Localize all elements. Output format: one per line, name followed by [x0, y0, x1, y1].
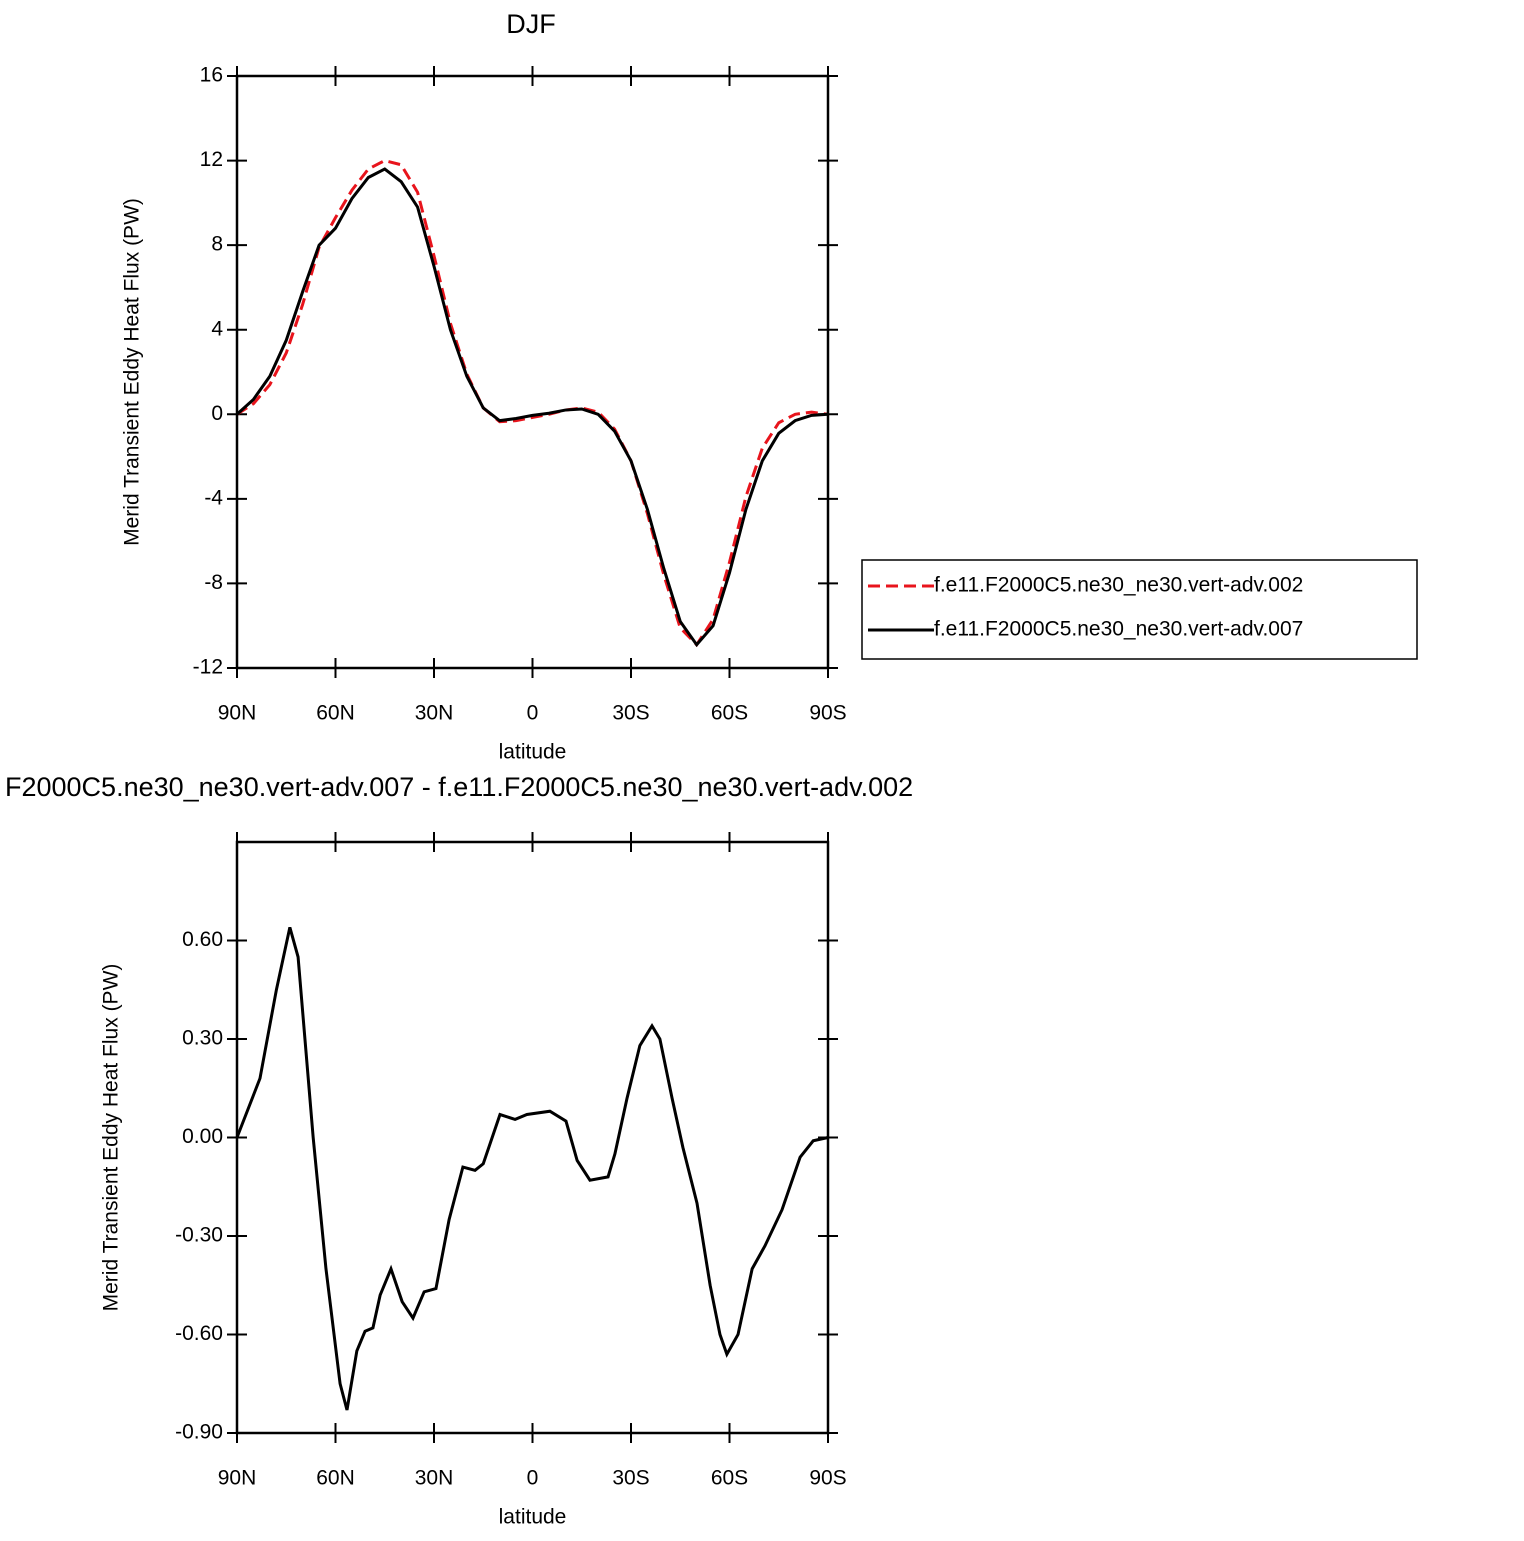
y-tick-label: -0.60: [175, 1322, 223, 1345]
y-tick-label: 0.60: [182, 928, 223, 951]
x-tick-label: 30S: [612, 1467, 649, 1490]
x-tick-label: 30N: [415, 702, 454, 725]
x-tick-label: 90N: [218, 1467, 257, 1490]
x-tick-label: 60N: [316, 1467, 355, 1490]
y-tick-label: -4: [204, 486, 223, 509]
x-axis-label: latitude: [499, 741, 567, 764]
chart-title: DJF: [506, 9, 556, 39]
data-line: [235, 167, 829, 648]
y-tick-label: -8: [204, 571, 223, 594]
x-tick-label: 90S: [809, 702, 846, 725]
y-tick-label: 16: [200, 64, 223, 87]
y-tick-label: 0.00: [182, 1125, 223, 1148]
x-tick-label: 30N: [415, 1467, 454, 1490]
y-tick-label: 0.30: [182, 1027, 223, 1050]
plot-frame: [235, 74, 830, 670]
chart-title: F2000C5.ne30_ne30.vert-adv.007 - f.e11.F…: [5, 772, 913, 802]
data-line: [235, 926, 829, 1411]
plot-frame: [235, 840, 830, 1435]
y-axis-label: Merid Transient Eddy Heat Flux (PW): [121, 198, 144, 546]
data-line: [236, 158, 829, 648]
y-axis-label: Merid Transient Eddy Heat Flux (PW): [100, 964, 123, 1312]
y-tick-label: 4: [211, 317, 223, 340]
x-tick-label: 60N: [316, 702, 355, 725]
y-tick-label: 12: [200, 148, 223, 171]
x-tick-label: 30S: [612, 702, 649, 725]
x-tick-label: 90N: [218, 702, 257, 725]
y-tick-label: 0: [211, 402, 223, 425]
x-tick-label: 0: [527, 1467, 539, 1490]
legend-label: f.e11.F2000C5.ne30_ne30.vert-adv.007: [934, 618, 1303, 641]
y-tick-label: -0.30: [175, 1224, 223, 1247]
x-tick-label: 60S: [711, 1467, 748, 1490]
x-axis-label: latitude: [499, 1506, 567, 1529]
y-tick-label: -12: [193, 656, 223, 679]
x-tick-label: 0: [527, 702, 539, 725]
x-tick-label: 90S: [809, 1467, 846, 1490]
y-tick-label: -0.90: [175, 1421, 223, 1444]
x-tick-label: 60S: [711, 702, 748, 725]
legend-label: f.e11.F2000C5.ne30_ne30.vert-adv.002: [934, 574, 1303, 597]
legend-box: [861, 559, 1418, 660]
y-tick-label: 8: [211, 233, 223, 256]
